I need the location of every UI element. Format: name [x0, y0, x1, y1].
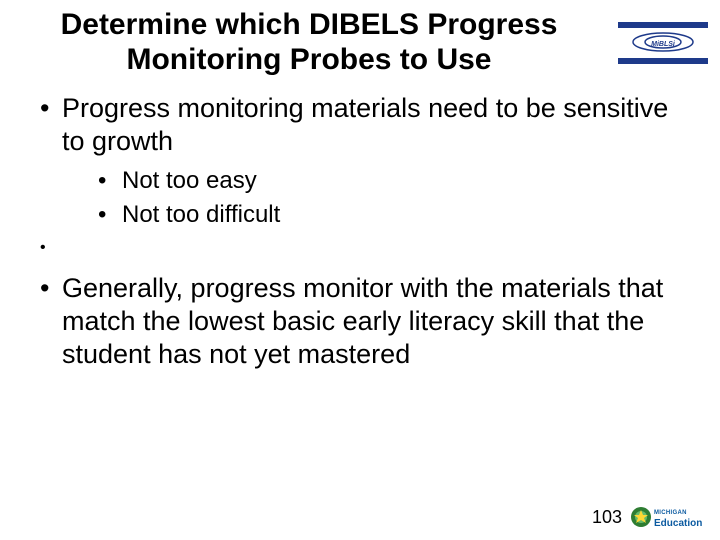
bottom-logo-line2: Education [654, 518, 702, 529]
bottom-logo: MICHIGAN Education [628, 500, 712, 534]
slide: Determine which DIBELS Progress Monitori… [0, 0, 720, 540]
sub-bullet-item: Not too difficult [96, 200, 678, 230]
bullet-item: Progress monitoring materials need to be… [38, 92, 678, 230]
top-logo: MiBLSi [618, 12, 708, 72]
spacer [38, 238, 678, 264]
bullet-item: Generally, progress monitor with the mat… [38, 272, 678, 371]
bullet-list: Progress monitoring materials need to be… [38, 92, 678, 371]
sub-bullet-item: Not too easy [96, 166, 678, 196]
bullet-text: Generally, progress monitor with the mat… [62, 273, 663, 369]
bottom-logo-line1: MICHIGAN [654, 510, 687, 516]
sub-bullet-list: Not too easy Not too difficult [96, 166, 678, 230]
page-number: 103 [592, 507, 622, 528]
top-logo-text: MiBLSi [651, 41, 676, 48]
bullet-text: Progress monitoring materials need to be… [62, 93, 668, 156]
sub-bullet-text: Not too easy [122, 167, 257, 194]
slide-title: Determine which DIBELS Progress Monitori… [14, 8, 604, 77]
miblsi-logo-icon: MiBLSi [618, 12, 708, 72]
michigan-education-logo-icon: MICHIGAN Education [628, 500, 712, 534]
sub-bullet-text: Not too difficult [122, 201, 280, 228]
content-area: Progress monitoring materials need to be… [38, 92, 678, 379]
